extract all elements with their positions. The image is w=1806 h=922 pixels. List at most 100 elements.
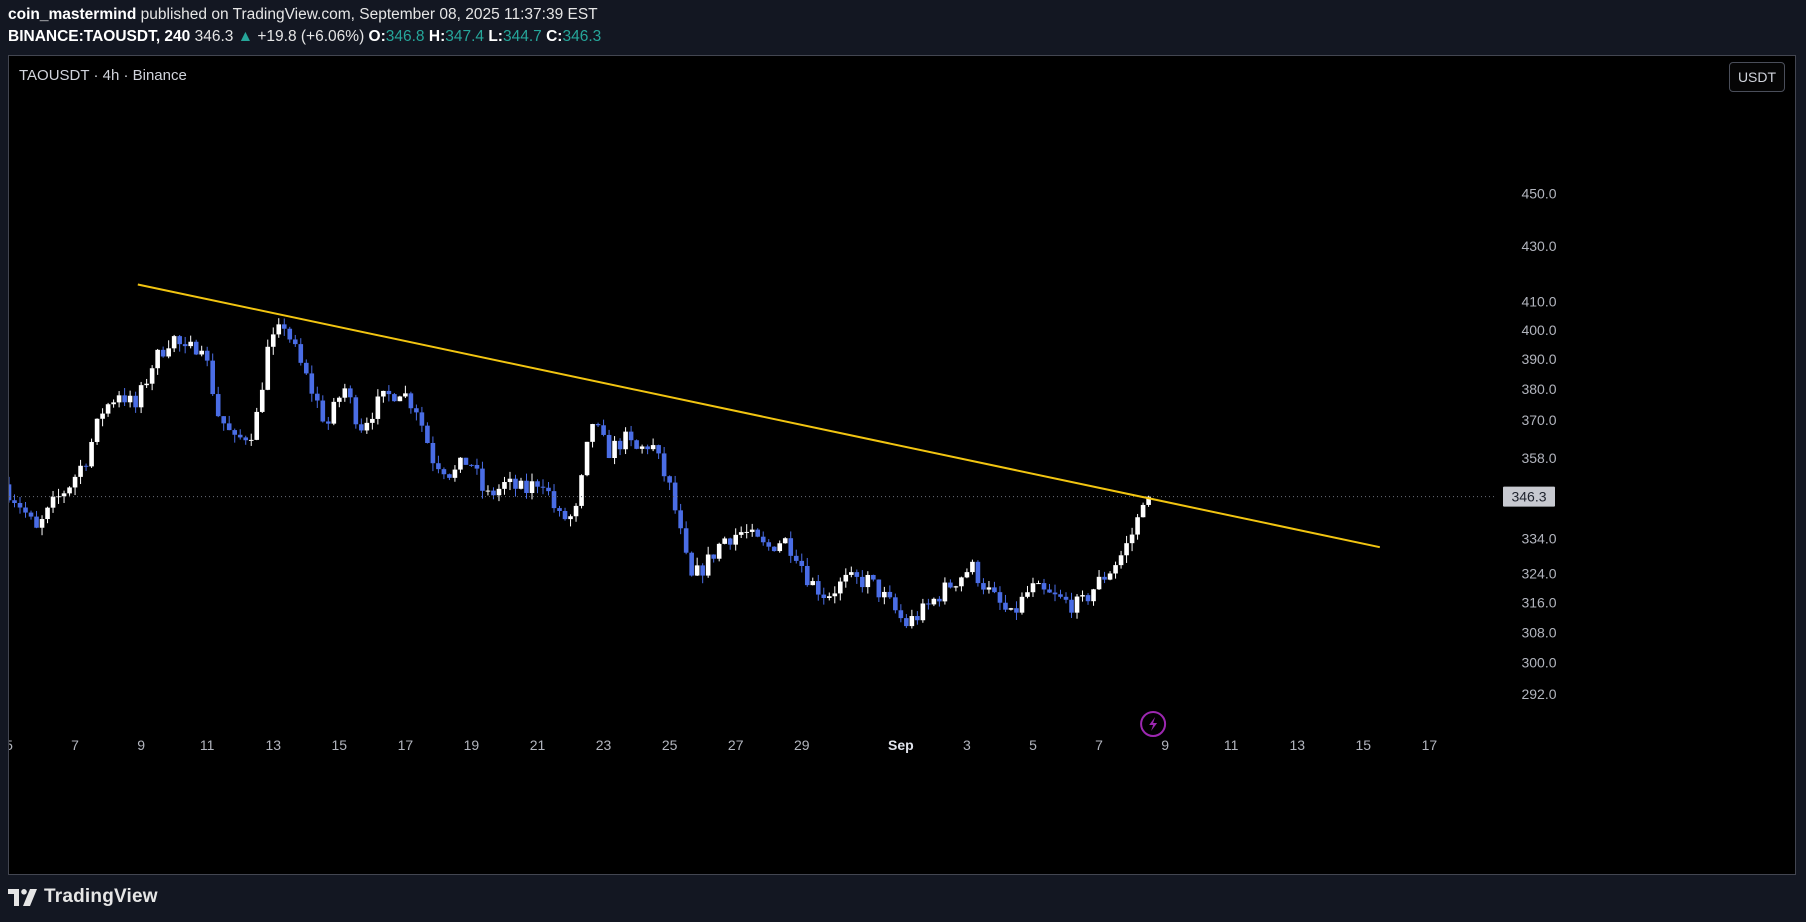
candle-down	[1041, 583, 1047, 590]
published-text: published on TradingView.com, September …	[140, 6, 598, 23]
candle-up	[1074, 596, 1080, 613]
candle-down	[645, 446, 650, 450]
candle-up	[1025, 592, 1030, 597]
candle-down	[948, 582, 953, 588]
candle-up	[1118, 555, 1124, 566]
candle-up	[39, 519, 45, 528]
candle-up	[749, 529, 755, 532]
candle-up	[397, 396, 403, 402]
candle-down	[535, 481, 540, 487]
time-axis[interactable]: 5 7 9 11 13 15 17 19 21 23 25 27 29 Sep 3 5 7 9 11 13 15 17	[9, 737, 1437, 753]
candle-up	[865, 574, 871, 588]
time-axis-label: 17	[1422, 737, 1438, 753]
candle-down	[353, 397, 359, 425]
time-axis-label: 13	[1289, 737, 1305, 753]
candle-up	[1030, 583, 1036, 593]
candle-up	[61, 493, 67, 497]
candle-down	[348, 388, 353, 398]
candle-down	[425, 425, 430, 443]
candle-down	[303, 362, 309, 374]
time-axis-label: 11	[1224, 737, 1239, 753]
time-axis-label: 9	[137, 737, 145, 753]
candle-down	[926, 603, 931, 605]
candle-up	[1036, 583, 1041, 585]
candle-down	[221, 416, 227, 424]
candle-down	[711, 554, 716, 559]
time-axis-label: 5	[1029, 737, 1037, 753]
candle-down	[226, 423, 232, 431]
candle-up	[942, 582, 948, 602]
candle-up	[89, 441, 94, 467]
candle-up	[370, 418, 375, 423]
candle-up	[1080, 595, 1085, 597]
candle-up	[623, 431, 628, 450]
candle-down	[975, 561, 981, 584]
candle-up	[452, 469, 458, 478]
candle-up	[144, 383, 149, 386]
candle-down	[656, 445, 661, 454]
candle-up	[337, 397, 342, 402]
time-axis-label: 9	[1161, 737, 1169, 753]
candle-up	[1129, 534, 1135, 544]
candle-up	[568, 516, 573, 520]
candle-up	[1091, 589, 1096, 602]
chart-pane[interactable]: 450.0 430.0 410.0 400.0 390.0 380.0 370.0 358.0…	[8, 55, 1796, 875]
ohlc-close-value: 346.3	[562, 28, 602, 45]
candle-up	[78, 465, 83, 477]
candle-up	[529, 481, 535, 494]
price-axis-label: 316.0	[1521, 595, 1556, 611]
candle-down	[436, 463, 441, 470]
time-axis-label: 21	[530, 737, 546, 753]
candle-down	[937, 598, 942, 602]
candle-down	[887, 591, 893, 598]
candle-down	[122, 395, 127, 403]
candle-up	[111, 402, 116, 405]
candle-up	[105, 404, 111, 414]
candle-down	[546, 487, 551, 492]
candle-up	[849, 572, 854, 575]
candle-down	[243, 437, 249, 441]
candle-up	[810, 581, 816, 586]
price-chart[interactable]: 450.0 430.0 410.0 400.0 390.0 380.0 370.0 358.0…	[9, 56, 1795, 874]
candle-down	[160, 349, 166, 357]
candle-down	[1085, 595, 1091, 602]
candle-down	[898, 610, 904, 619]
candle-down	[617, 440, 623, 450]
candle-down	[215, 394, 221, 417]
chart-legend[interactable]: TAOUSDT · 4h · Binance	[19, 67, 187, 84]
candle-up	[259, 389, 265, 412]
candle-down	[309, 373, 315, 394]
candle-down	[281, 324, 287, 329]
candle-down	[232, 430, 238, 435]
candle-up	[342, 388, 348, 398]
price-axis-label: 358.0	[1521, 450, 1556, 466]
candle-up	[276, 324, 282, 335]
candle-up	[705, 554, 711, 576]
candle-up	[1124, 543, 1129, 556]
candle-down	[1003, 602, 1008, 610]
price-axis-label: 390.0	[1521, 351, 1556, 367]
price-axis[interactable]: 450.0 430.0 410.0 400.0 390.0 380.0 370.0 358.0…	[1521, 186, 1556, 702]
time-axis-label: 7	[71, 737, 79, 753]
candle-up	[1107, 573, 1113, 580]
candle-down	[23, 507, 28, 513]
candle-up	[166, 348, 171, 357]
candle-down	[821, 594, 827, 598]
candle-up	[590, 424, 595, 442]
candle-up	[782, 538, 788, 544]
candle-up	[639, 446, 645, 449]
candle-down	[893, 597, 898, 611]
currency-button[interactable]: USDT	[1729, 62, 1785, 92]
candle-down	[314, 393, 320, 401]
candle-up	[56, 496, 61, 498]
candle-up	[507, 478, 513, 483]
time-axis-label: 7	[1095, 737, 1103, 753]
candle-down	[1047, 589, 1052, 593]
candle-down	[193, 341, 199, 355]
ohlc-open-value: 346.8	[385, 28, 425, 45]
tradingview-logo[interactable]: TradingView	[8, 886, 158, 908]
candle-down	[298, 344, 304, 363]
candle-up	[1140, 504, 1146, 518]
candle-down	[766, 542, 772, 547]
publisher-name[interactable]: coin_mastermind	[8, 6, 137, 23]
